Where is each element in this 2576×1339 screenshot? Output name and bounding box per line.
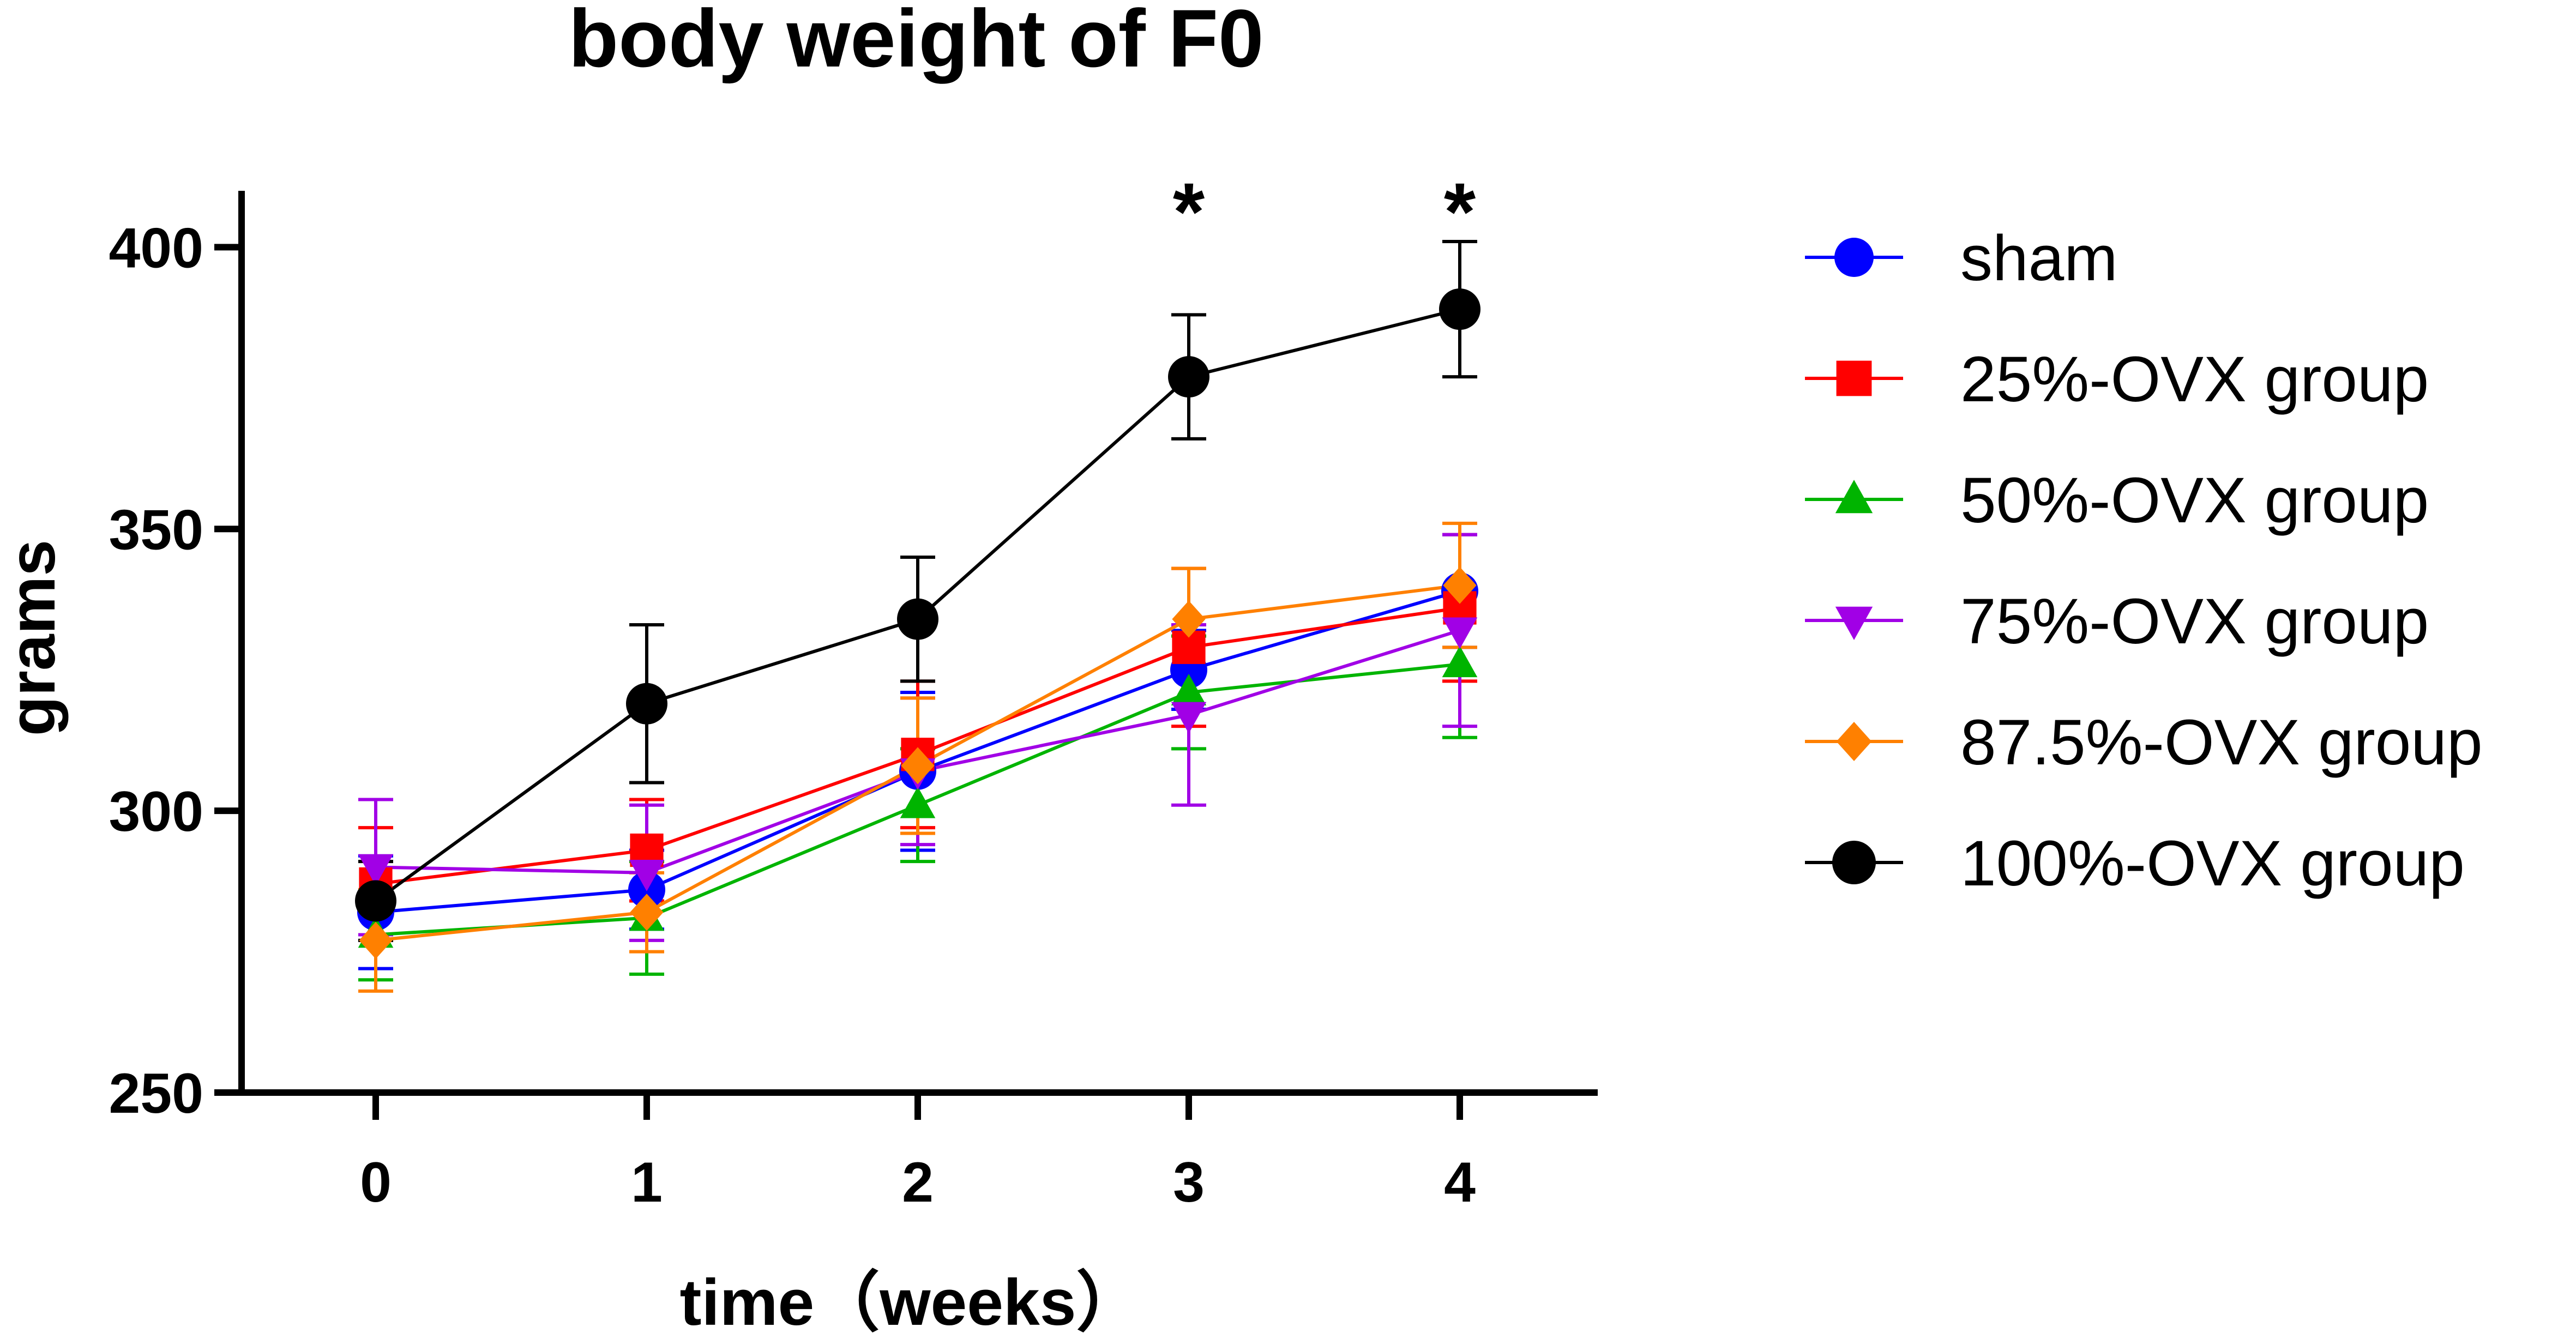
legend-label: 100%-OVX group [1960,828,2465,900]
data-point [629,860,665,891]
data-point [901,747,935,785]
axes: 250 300 350 400 0 1 2 3 4 [109,191,1598,1214]
y-tick-label: 300 [109,780,203,843]
legend-item: 87.5%-OVX group [1805,707,2483,779]
legend: sham 25%-OVX group 50%-OVX group 75%-OVX gr… [1805,222,2483,900]
data-point [1832,841,1876,884]
legend-item: 25%-OVX group [1805,343,2429,415]
y-axis-label: grams [0,540,69,736]
legend-item: 100%-OVX group [1805,828,2465,900]
x-tick-label: 1 [631,1151,663,1214]
legend-label: 75%-OVX group [1960,586,2429,658]
data-point [1168,356,1209,398]
data-point [1835,606,1873,640]
data-point [1836,722,1872,761]
legend-label: 25%-OVX group [1960,343,2429,415]
data-point [358,854,394,886]
significance-annotations: * * [1173,166,1476,257]
significance-star: * [1173,166,1205,257]
data-point [1835,480,1873,514]
data-point [1834,238,1874,277]
legend-label: 50%-OVX group [1960,465,2429,536]
data-point [1439,288,1480,330]
legend-item: 50%-OVX group [1805,465,2429,536]
data-point [1171,702,1207,734]
data-point [1442,617,1478,649]
legend-label: sham [1960,222,2118,294]
data-point [630,894,664,931]
data-point [1443,566,1477,604]
x-tick-label: 2 [902,1151,934,1214]
chart-title: body weight of F0 [569,0,1264,84]
data-point [1836,360,1872,396]
x-tick-label: 4 [1444,1151,1476,1214]
data-point [1172,600,1206,638]
legend-item: 75%-OVX group [1805,586,2429,658]
y-tick-label: 350 [109,498,203,562]
significance-star: * [1444,166,1476,257]
y-tick-label: 250 [109,1062,203,1125]
legend-item: sham [1805,222,2118,294]
data-point [359,921,393,959]
data-point [626,683,667,725]
data-point [1171,674,1207,705]
data-point [355,880,396,922]
x-axis-label: time（weeks） [679,1266,1141,1339]
x-tick-label: 0 [360,1151,392,1214]
data-markers [355,288,1480,959]
x-tick-label: 3 [1173,1151,1205,1214]
y-tick-label: 400 [109,216,203,280]
data-point [1442,646,1478,678]
legend-label: 87.5%-OVX group [1960,707,2483,779]
data-point [897,598,938,640]
data-point [900,786,936,818]
